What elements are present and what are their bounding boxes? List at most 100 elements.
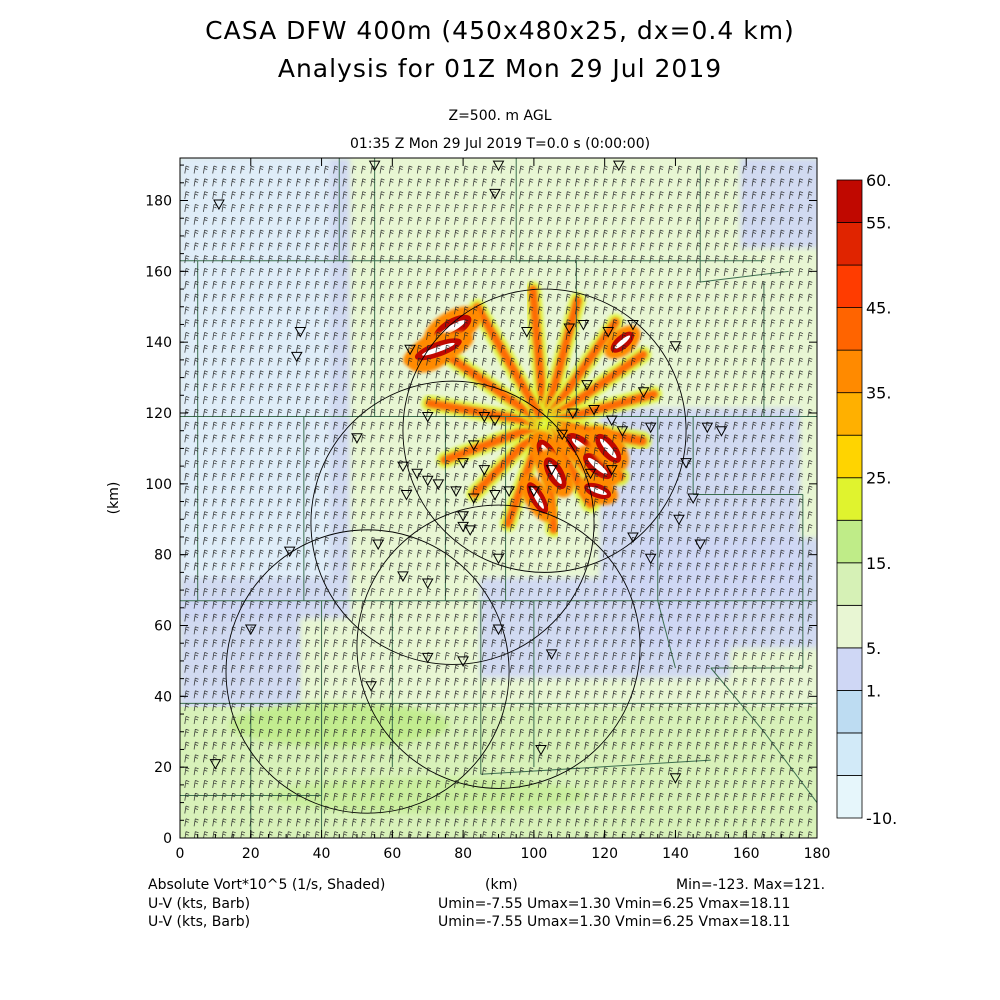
low-vorticity-patch <box>180 158 330 578</box>
station-marker <box>581 380 593 391</box>
station-marker <box>492 160 505 172</box>
x-axis-label: (km) <box>485 877 518 893</box>
station-marker <box>411 468 423 480</box>
uv-stats-2: Umin=-7.55 Umax=1.30 Vmin=6.25 Vmax=18.1… <box>438 914 791 930</box>
colorbar-label: 15. <box>866 554 891 573</box>
station-markers <box>209 160 728 784</box>
spiral-band-inner <box>436 346 540 422</box>
station-marker <box>467 493 480 505</box>
colorbar-swatch <box>836 519 863 564</box>
colorbar-label: 1. <box>866 681 881 700</box>
vorticity-max-core <box>530 487 544 509</box>
station-marker <box>605 415 618 427</box>
station-marker <box>566 408 579 420</box>
station-marker <box>283 546 296 558</box>
colorbar-swatch <box>836 732 863 776</box>
station-marker <box>612 160 625 172</box>
station-marker <box>432 479 445 490</box>
station-marker <box>478 465 491 476</box>
colorbar-swatch <box>836 690 863 734</box>
axis-ticks: 0 20 40 60 80 100 120 140 160 180 0 20 40 60 80 100 120 1… <box>145 158 830 862</box>
vorticity-max-core <box>548 462 562 485</box>
station-marker <box>400 489 413 501</box>
station-marker <box>372 539 385 551</box>
radar-range-rings <box>225 288 687 814</box>
x-tick-label: 140 <box>662 846 689 862</box>
station-marker <box>244 624 257 636</box>
station-marker <box>556 429 569 441</box>
station-marker <box>457 458 469 469</box>
level-label: Z=500. m AGL <box>448 108 552 124</box>
colorbar-label: -10. <box>866 809 897 828</box>
station-marker <box>489 415 501 427</box>
southern-band-core <box>229 702 450 747</box>
station-marker <box>680 458 692 469</box>
county-line <box>700 270 789 283</box>
station-marker <box>563 323 576 335</box>
station-marker <box>545 649 558 660</box>
spiral-band-inner <box>549 350 648 422</box>
colorbar-swatch <box>836 604 863 649</box>
colorbar: -10. 1. 5. 15. 25. 35. 45. 55. 60. <box>836 171 897 828</box>
station-marker <box>397 461 409 473</box>
station-marker <box>457 511 469 522</box>
station-marker <box>694 539 707 551</box>
x-tick-label: 80 <box>454 846 472 862</box>
station-marker <box>492 553 505 565</box>
station-marker <box>467 440 480 451</box>
station-marker <box>577 319 590 331</box>
x-tick-label: 20 <box>242 846 260 862</box>
colorbar-swatch <box>836 477 863 521</box>
vorticity-max-core <box>587 457 608 475</box>
station-marker <box>627 532 639 543</box>
wind-barb-field <box>184 165 813 838</box>
y-tick-label: 0 <box>163 831 172 847</box>
y-tick-label: 160 <box>145 264 172 280</box>
colorbar-swatch <box>836 647 863 691</box>
station-marker <box>602 327 615 338</box>
county-line <box>763 731 817 803</box>
station-marker <box>715 426 728 437</box>
y-tick-label: 140 <box>145 335 172 351</box>
time-label: 01:35 Z Mon 29 Jul 2019 T=0.0 s (0:00:00… <box>349 136 651 152</box>
station-marker <box>588 404 600 416</box>
station-marker <box>644 422 657 434</box>
station-marker <box>351 433 363 444</box>
x-tick-label: 40 <box>313 846 331 862</box>
y-axis-label: (km) <box>106 482 122 515</box>
field-label: Absolute Vort*10^5 (1/s, Shaded) <box>148 877 386 893</box>
colorbar-label: 25. <box>866 469 891 488</box>
colorbar-label: 35. <box>866 384 891 403</box>
colorbar-swatch <box>836 349 863 394</box>
radar-ring <box>310 380 595 665</box>
vorticity-max-core <box>614 335 631 349</box>
barb-label-2: U-V (kts, Barb) <box>148 914 251 930</box>
station-marker <box>365 681 377 692</box>
vorticity-max-core <box>588 486 607 495</box>
colorbar-swatch <box>836 562 863 606</box>
station-marker <box>421 652 434 664</box>
x-tick-label: 0 <box>176 846 185 862</box>
station-marker <box>669 773 682 784</box>
station-marker <box>644 553 657 565</box>
title-line-1: CASA DFW 400m (450x480x25, dx=0.4 km) <box>205 16 795 45</box>
station-marker <box>503 486 515 497</box>
station-marker <box>457 656 469 667</box>
y-tick-label: 120 <box>145 406 172 422</box>
y-tick-label: 20 <box>154 760 172 776</box>
station-marker <box>520 327 533 338</box>
x-tick-label: 120 <box>591 846 618 862</box>
radar-ring <box>225 529 510 814</box>
station-marker <box>492 624 505 636</box>
colorbar-label: 5. <box>866 639 881 658</box>
station-marker <box>213 199 225 211</box>
uv-stats-1: Umin=-7.55 Umax=1.30 Vmin=6.25 Vmax=18.1… <box>438 896 791 912</box>
colorbar-label: 45. <box>866 299 891 318</box>
county-line <box>657 600 676 669</box>
colorbar-swatch <box>836 264 863 309</box>
county-line <box>480 759 711 775</box>
y-tick-label: 40 <box>154 689 172 705</box>
station-marker <box>464 525 477 536</box>
radar-ring <box>402 288 687 573</box>
station-marker <box>421 412 434 423</box>
